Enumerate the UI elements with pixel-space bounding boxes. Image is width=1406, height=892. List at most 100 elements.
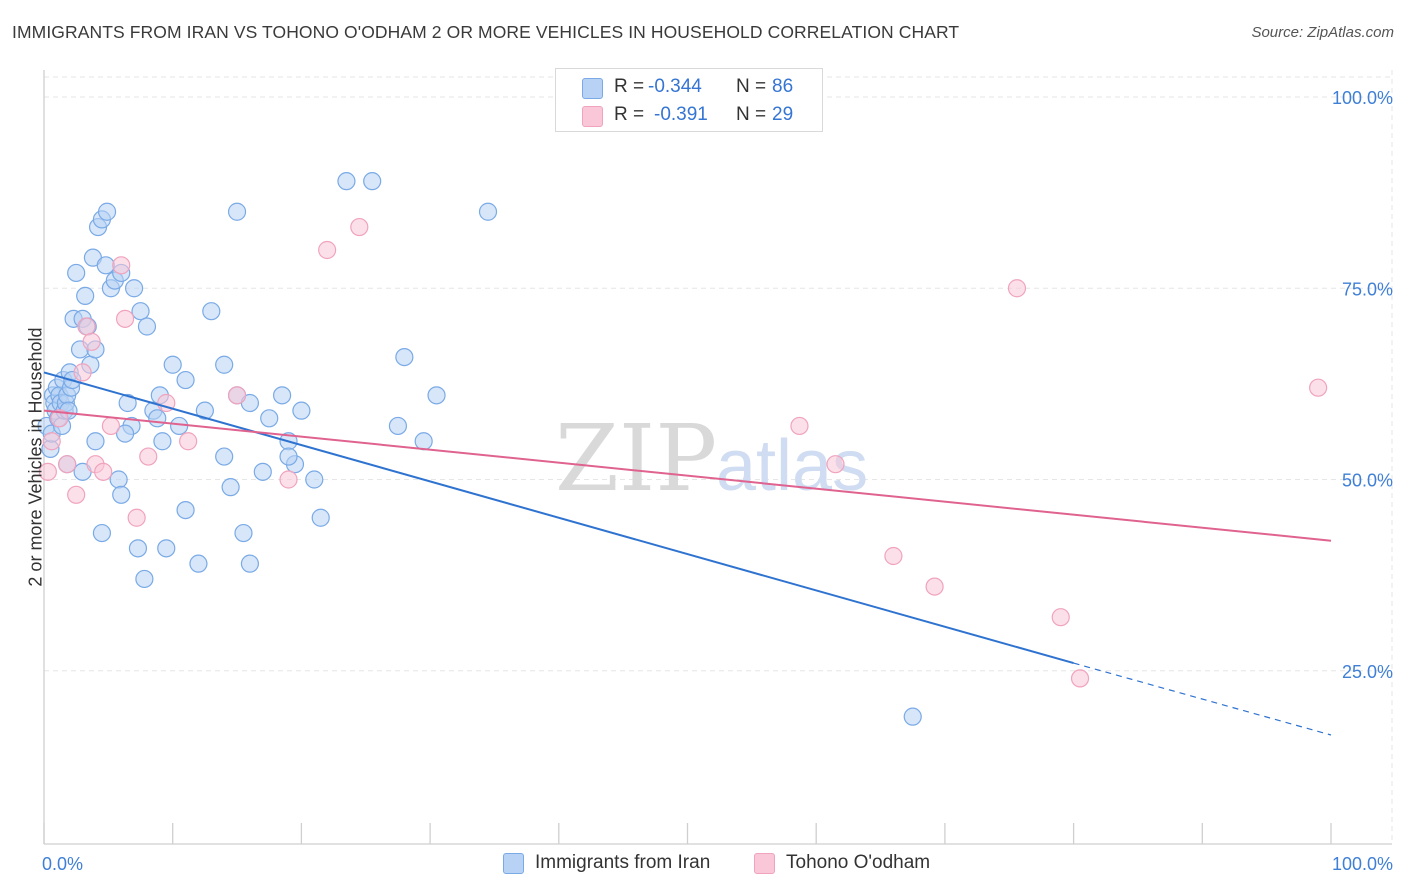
iran-trend-line-extension (1073, 662, 1332, 736)
iran-point (163, 355, 182, 374)
x-tick-label: 0.0% (42, 854, 83, 874)
source-credit: Source: ZipAtlas.com (1251, 24, 1394, 41)
data-points (37, 172, 1328, 726)
tohono-trend-line (43, 409, 1332, 542)
tohono-point (179, 432, 198, 451)
iran-point (363, 172, 382, 191)
tohono-point (925, 577, 944, 596)
y-tick-label: 50.0% (1342, 471, 1393, 491)
legend-r-value: -0.344 (648, 76, 702, 97)
legend-n-label: N = (736, 76, 767, 97)
tohono-point (38, 462, 57, 481)
tick-labels: 100.0% 75.0% 50.0% 25.0% 0.0% 100.0% (42, 88, 1393, 874)
watermark-zip: ZIP (555, 405, 717, 512)
iran-point (109, 470, 128, 489)
tohono-point (227, 386, 247, 405)
iran-point (96, 256, 115, 275)
watermark: ZIP atlas (555, 405, 868, 512)
iran-point (137, 317, 157, 336)
tohono-point (884, 546, 903, 566)
y-axis-label: 2 or more Vehicles in Household (25, 327, 46, 587)
iran-point (67, 263, 86, 283)
legend-swatch-iran (582, 78, 603, 99)
iran-point (337, 172, 356, 191)
tohono-point (94, 462, 113, 481)
iran-point (215, 355, 234, 374)
iran-point (279, 447, 298, 466)
legend-r-label: R = (614, 76, 645, 97)
iran-point (478, 202, 498, 221)
iran-point (903, 707, 922, 726)
tohono-point (1051, 608, 1070, 627)
trend-lines (43, 371, 1332, 736)
iran-point (92, 523, 112, 543)
tohono-point (112, 256, 131, 275)
grid-lines (44, 70, 1393, 844)
tohono-point (139, 447, 158, 466)
bottom-legend-swatch-iran (503, 853, 524, 874)
tohono-point (318, 240, 337, 260)
bottom-legend-label-tohono: Tohono O'odham (786, 852, 931, 873)
tohono-point (1007, 279, 1027, 298)
chart-title: IMMIGRANTS FROM IRAN VS TOHONO O'ODHAM 2… (12, 22, 960, 42)
y-tick-label: 100.0% (1332, 88, 1393, 108)
axes (43, 70, 1392, 845)
tohono-point (1070, 669, 1090, 688)
iran-point (215, 447, 234, 466)
y-tick-label: 75.0% (1342, 279, 1393, 299)
iran-point (118, 393, 137, 413)
iran-point (76, 286, 95, 305)
tohono-point (82, 332, 101, 351)
tohono-point (101, 416, 121, 436)
bottom-legend-label-iran: Immigrants from Iran (535, 852, 711, 873)
iran-point (227, 202, 247, 221)
bottom-legend-swatch-tohono (754, 853, 775, 874)
watermark-atlas: atlas (716, 426, 868, 506)
tohono-point (42, 432, 61, 451)
legend-r-label: R = (614, 104, 645, 125)
iran-point (427, 386, 446, 405)
tohono-point (115, 309, 135, 328)
tohono-point (50, 409, 69, 428)
correlation-legend: R = -0.344 N = 86 R = -0.391 N = 29 (555, 68, 823, 132)
iran-point (135, 569, 154, 589)
iran-point (395, 348, 414, 367)
tohono-point (826, 455, 845, 474)
tohono-point (67, 485, 86, 504)
iran-point (240, 554, 260, 573)
iran-point (153, 432, 172, 451)
tohono-point (1309, 378, 1328, 397)
iran-point (253, 462, 272, 481)
iran-point (272, 386, 292, 405)
y-tick-label: 25.0% (1342, 662, 1393, 682)
iran-point (170, 416, 189, 436)
legend-n-label: N = (736, 104, 767, 125)
iran-point (260, 409, 279, 428)
iran-trend-line (43, 371, 1074, 665)
legend-n-value: 29 (772, 104, 794, 125)
iran-point (97, 202, 117, 221)
iran-point (128, 539, 148, 558)
iran-point (131, 302, 150, 321)
legend-swatch-tohono (582, 106, 603, 127)
iran-point (311, 508, 330, 527)
iran-point (305, 470, 324, 489)
iran-point (157, 539, 176, 558)
iran-point (414, 432, 433, 451)
iran-point (189, 554, 208, 573)
tohono-point (790, 416, 809, 436)
iran-point (202, 302, 221, 321)
legend-n-value: 86 (772, 76, 794, 97)
legend-r-value: -0.391 (654, 104, 708, 125)
tohono-point (77, 317, 96, 336)
iran-point (292, 401, 311, 420)
iran-point (176, 501, 195, 520)
iran-point (388, 416, 408, 436)
iran-point (112, 485, 131, 504)
iran-point (115, 424, 135, 443)
iran-point (195, 401, 214, 420)
iran-point (176, 370, 195, 390)
tohono-point (58, 455, 77, 474)
iran-point (221, 478, 240, 497)
